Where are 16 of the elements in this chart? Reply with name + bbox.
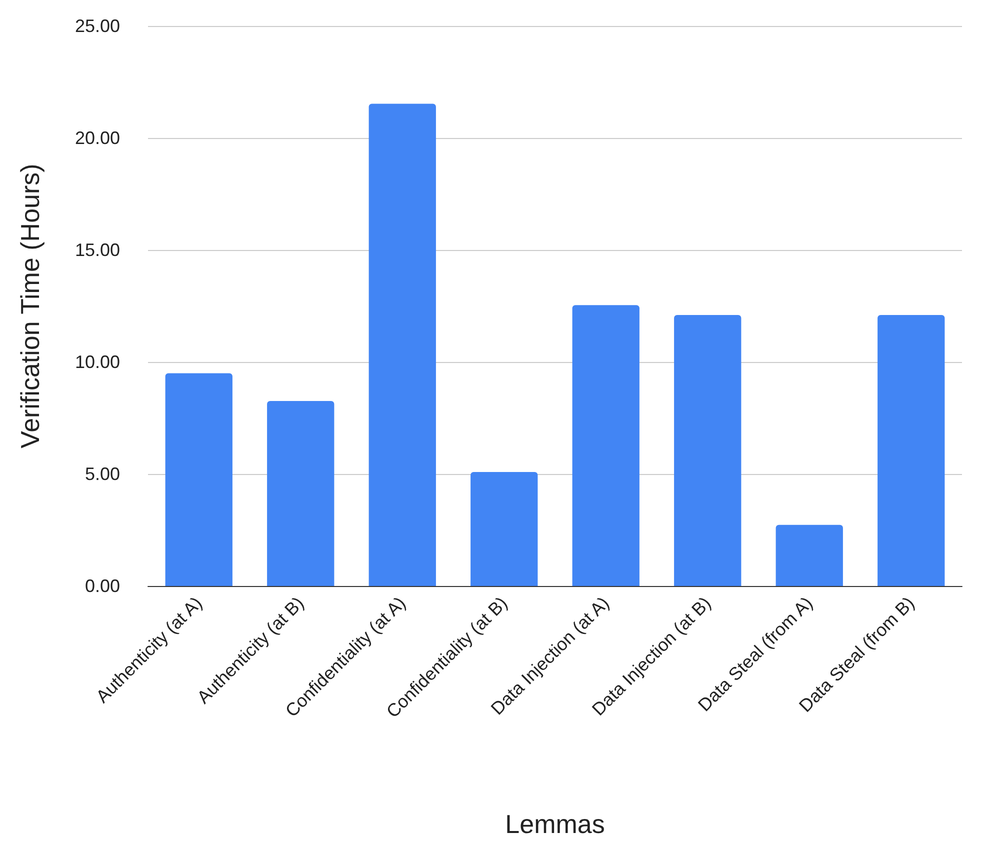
- y-tick-label: 5.00: [84, 464, 120, 484]
- bar: [776, 524, 843, 586]
- bar: [674, 314, 742, 586]
- y-tick-label: 20.00: [74, 128, 120, 148]
- bar: [470, 472, 538, 586]
- bar: [878, 314, 945, 586]
- bar: [267, 400, 334, 586]
- y-tick-label: 10.00: [74, 352, 120, 372]
- bar: [368, 104, 436, 586]
- bar: [572, 305, 640, 586]
- y-axis-title: Verification Time (Hours): [15, 164, 45, 448]
- x-axis-title: Lemmas: [505, 809, 605, 839]
- y-tick-label: 25.00: [74, 16, 120, 36]
- bar: [165, 373, 232, 586]
- y-tick-label: 15.00: [74, 240, 120, 260]
- y-tick-label: 0.00: [84, 576, 120, 596]
